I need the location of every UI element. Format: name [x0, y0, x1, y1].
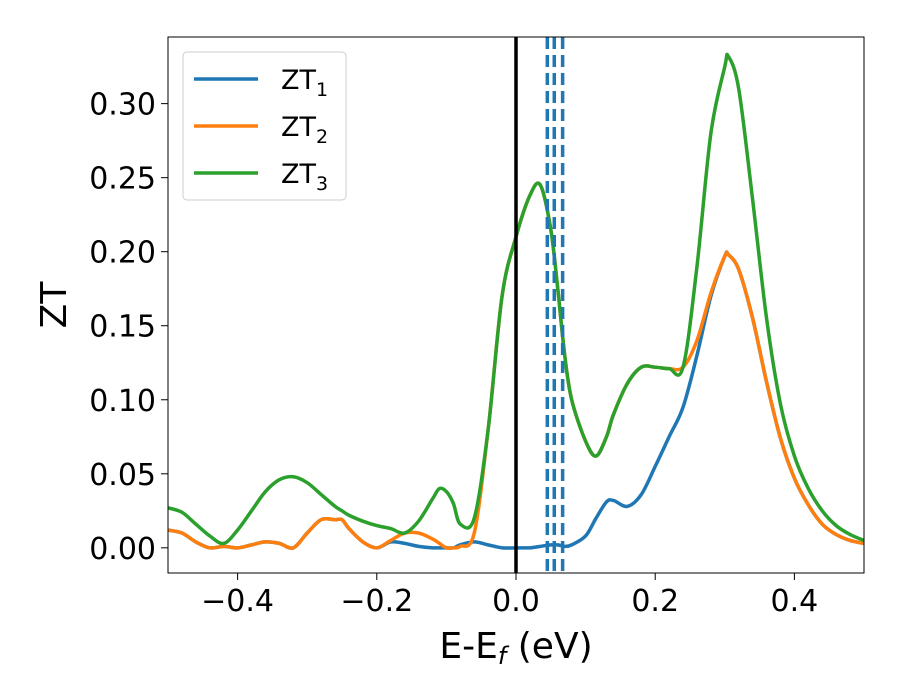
y-tick-label: 0.00: [89, 532, 156, 567]
reference-lines: [514, 37, 565, 573]
x-tick-label: 0.0: [492, 584, 540, 619]
y-tick-label: 0.30: [89, 88, 156, 123]
legend-label-zt2: ZT2: [281, 112, 328, 148]
y-tick-label: 0.15: [89, 310, 156, 345]
y-tick-label: 0.20: [89, 236, 156, 271]
x-tick-label: 0.4: [771, 584, 819, 619]
y-axis: 0.00 0.05 0.10 0.15 0.20 0.25 0.30: [89, 88, 168, 567]
y-tick-label: 0.05: [89, 458, 156, 493]
plot-area: [168, 37, 864, 573]
series-line-zt3: [168, 52, 864, 546]
series-layer: [168, 52, 864, 550]
x-axis-title: E-Ef (eV): [439, 626, 592, 670]
y-tick-label: 0.10: [89, 384, 156, 419]
x-tick-label: −0.2: [340, 584, 413, 619]
x-axis: −0.4 −0.2 0.0 0.2 0.4: [201, 573, 818, 619]
legend: ZT1 ZT2 ZT3: [182, 51, 347, 201]
y-axis-title: ZT: [34, 281, 75, 329]
legend-label-zt3: ZT3: [281, 159, 328, 195]
x-tick-label: −0.4: [201, 584, 274, 619]
x-axis-title-unit: (eV): [506, 626, 592, 667]
legend-box: [182, 51, 347, 201]
legend-label-zt1: ZT1: [281, 65, 328, 101]
y-tick-label: 0.25: [89, 162, 156, 197]
x-axis-title-main: E-E: [439, 626, 497, 667]
x-tick-label: 0.2: [631, 584, 679, 619]
